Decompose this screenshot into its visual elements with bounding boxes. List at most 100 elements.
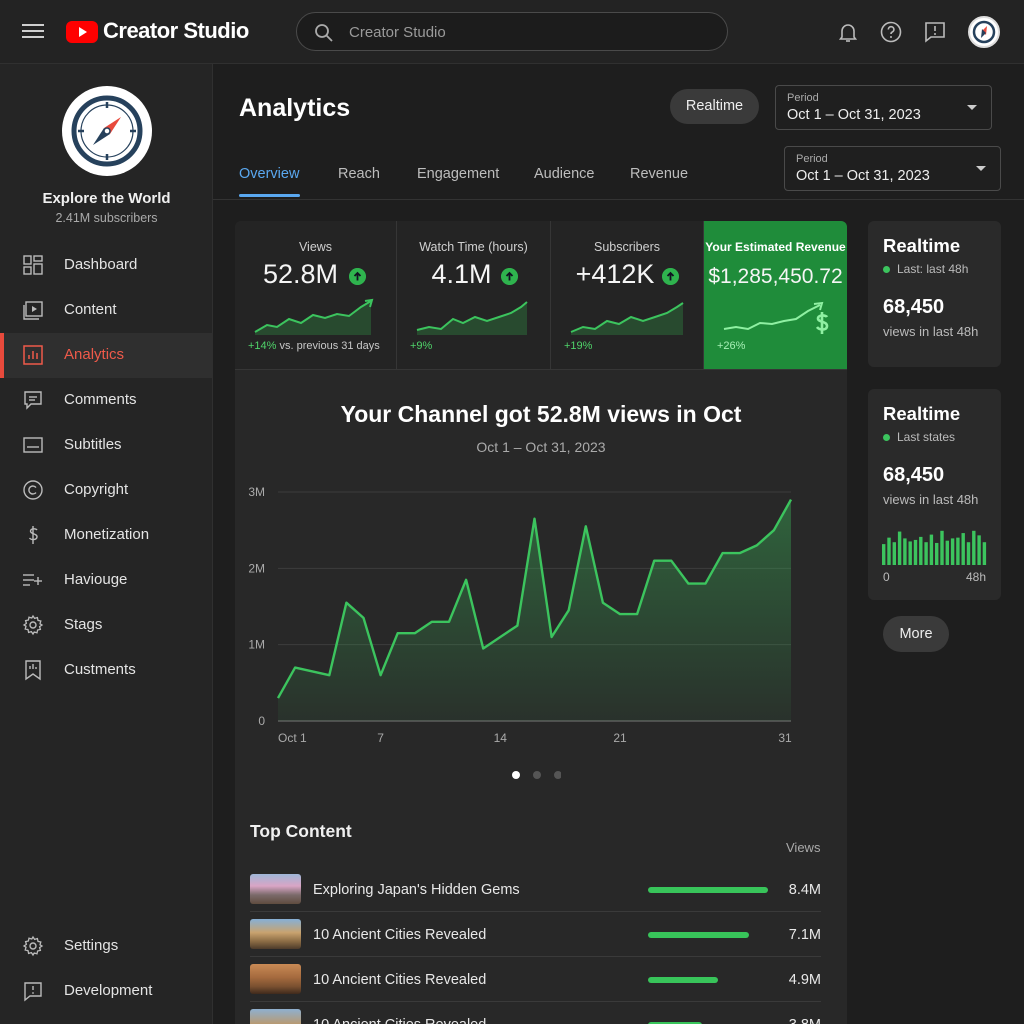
chart-x-tick-label: 31 bbox=[778, 731, 792, 745]
channel-name: Explore the World bbox=[42, 190, 171, 207]
sidebar-item-label: Comments bbox=[64, 391, 137, 408]
video-thumbnail[interactable] bbox=[250, 964, 301, 994]
help-icon[interactable] bbox=[879, 20, 903, 44]
video-views: 4.9M bbox=[788, 972, 821, 988]
youtube-logo-icon[interactable] bbox=[66, 21, 98, 43]
chart-y-tick-label: 0 bbox=[258, 714, 265, 728]
realtime-card-value: 68,450 bbox=[883, 296, 945, 318]
metric-card-revenue[interactable]: Your Estimated Revenue $1,285,450.72 +26… bbox=[704, 221, 847, 370]
sidebar-item-analytics[interactable]: Analytics bbox=[0, 333, 213, 378]
realtime-button[interactable]: Realtime bbox=[670, 89, 759, 124]
more-button[interactable]: More bbox=[883, 616, 949, 652]
dollar-icon bbox=[28, 526, 38, 544]
search-input[interactable] bbox=[349, 22, 709, 42]
pagination-dot-active[interactable] bbox=[512, 771, 520, 779]
video-thumbnail[interactable] bbox=[250, 1009, 301, 1024]
metric-change: +14% vs. previous 31 days bbox=[248, 340, 380, 352]
tab-revenue[interactable]: Revenue bbox=[630, 166, 689, 182]
realtime-bar bbox=[908, 541, 912, 565]
sidebar-item-label: Copyright bbox=[64, 481, 129, 498]
sidebar-item-stags[interactable]: Stags bbox=[0, 603, 213, 648]
metric-label: Your Estimated Revenue bbox=[705, 240, 846, 254]
realtime-card-label: views in last 48h bbox=[883, 324, 979, 339]
carousel-pagination[interactable] bbox=[511, 770, 561, 780]
realtime-card-label: views in last 48h bbox=[883, 492, 979, 507]
tab-audience[interactable]: Audience bbox=[534, 166, 595, 182]
playlist-add-icon bbox=[23, 574, 42, 586]
sparkline bbox=[254, 298, 374, 335]
sidebar-item-haviouge[interactable]: Haviouge bbox=[0, 558, 213, 603]
table-row[interactable]: 10 Ancient Cities Revealed 4.9M bbox=[250, 957, 821, 1002]
metric-card-views[interactable]: Views 52.8M +14% vs. previous 31 days bbox=[235, 221, 397, 370]
realtime-bar bbox=[950, 538, 955, 565]
realtime-card-title: Realtime bbox=[883, 235, 961, 256]
video-title[interactable]: 10 Ancient Cities Revealed bbox=[313, 1017, 486, 1024]
period-label: Period bbox=[787, 92, 819, 104]
sidebar-item-content[interactable]: Content bbox=[0, 288, 213, 333]
realtime-card[interactable]: Realtime Last: last 48h 68,450 views in … bbox=[868, 221, 1001, 367]
top-content-views-header: Views bbox=[786, 840, 821, 855]
video-thumbnail[interactable] bbox=[250, 874, 301, 904]
realtime-bar bbox=[903, 538, 907, 565]
sidebar-item-label: Analytics bbox=[64, 346, 125, 363]
tabs-divider bbox=[213, 199, 1024, 200]
feedback-icon[interactable] bbox=[923, 20, 947, 44]
table-row[interactable]: 10 Ancient Cities Revealed 7.1M bbox=[250, 912, 821, 957]
sidebar-item-label: Monetization bbox=[64, 526, 150, 543]
pagination-dot[interactable] bbox=[554, 771, 561, 779]
sidebar-item-copyright[interactable]: Copyright bbox=[0, 468, 213, 513]
video-title[interactable]: Exploring Japan's Hidden Gems bbox=[313, 882, 520, 898]
sidebar-item-comments[interactable]: Comments bbox=[0, 378, 213, 423]
sidebar-item-monetization[interactable]: Monetization bbox=[0, 513, 213, 558]
views-area-chart[interactable]: Oct 1 7 14 21 31 0 1M 2M 3M bbox=[235, 476, 847, 756]
metric-label: Watch Time (hours) bbox=[419, 240, 528, 254]
realtime-card-histogram[interactable]: Realtime Last states 68,450 views in las… bbox=[868, 389, 1001, 600]
sidebar-item-subtitles[interactable]: Subtitles bbox=[0, 423, 213, 468]
pagination-dot[interactable] bbox=[533, 771, 541, 779]
video-title[interactable]: 10 Ancient Cities Revealed bbox=[313, 927, 487, 943]
top-content-title: Top Content bbox=[250, 821, 352, 841]
realtime-bar bbox=[977, 535, 981, 565]
chart-series-line bbox=[276, 499, 793, 699]
video-thumbnail[interactable] bbox=[250, 919, 301, 949]
channel-avatar[interactable] bbox=[62, 86, 152, 176]
metric-card-watch-time[interactable]: Watch Time (hours) 4.1M +9% bbox=[397, 221, 551, 370]
sidebar-item-label: Development bbox=[64, 982, 153, 999]
chart-x-tick-label: 14 bbox=[494, 731, 508, 745]
feedback-icon bbox=[24, 982, 42, 1002]
sidebar-item-settings[interactable]: Settings bbox=[0, 924, 213, 969]
app-title[interactable]: Creator Studio bbox=[103, 18, 249, 43]
realtime-card-title: Realtime bbox=[883, 403, 961, 424]
copyright-icon bbox=[23, 480, 43, 500]
views-bar bbox=[648, 977, 718, 983]
realtime-bar bbox=[892, 542, 896, 565]
search-icon[interactable] bbox=[314, 23, 334, 43]
search-box[interactable] bbox=[296, 12, 728, 51]
account-avatar[interactable] bbox=[968, 16, 1000, 48]
views-bar bbox=[648, 887, 768, 893]
tab-overview[interactable]: Overview bbox=[239, 166, 300, 182]
metric-card-subscribers[interactable]: Subscribers +412K +19% bbox=[551, 221, 704, 370]
video-title[interactable]: 10 Ancient Cities Revealed bbox=[313, 972, 487, 988]
bell-icon[interactable] bbox=[836, 20, 860, 44]
sidebar-item-custments[interactable]: Custments bbox=[0, 648, 213, 693]
realtime-bar bbox=[966, 542, 971, 565]
sparkline bbox=[570, 302, 684, 335]
realtime-card-status: Last states bbox=[897, 430, 956, 444]
realtime-bar bbox=[897, 531, 902, 565]
realtime-bar bbox=[956, 537, 960, 565]
sidebar-item-development[interactable]: Development bbox=[0, 969, 213, 1014]
realtime-bar bbox=[972, 530, 976, 565]
period-select[interactable]: Period Oct 1 – Oct 31, 2023 bbox=[775, 85, 992, 130]
comments-icon bbox=[24, 391, 42, 410]
hamburger-menu-icon[interactable] bbox=[22, 22, 44, 40]
realtime-bar bbox=[913, 539, 918, 565]
table-row[interactable]: 10 Ancient Cities Revealed 3.8M bbox=[250, 1002, 821, 1024]
tab-reach[interactable]: Reach bbox=[338, 166, 380, 182]
period-select-secondary[interactable]: Period Oct 1 – Oct 31, 2023 bbox=[784, 146, 1001, 191]
tab-engagement[interactable]: Engagement bbox=[417, 166, 500, 182]
sidebar-item-dashboard[interactable]: Dashboard bbox=[0, 243, 213, 288]
video-views: 3.8M bbox=[789, 1017, 821, 1024]
table-row[interactable]: Exploring Japan's Hidden Gems 8.4M bbox=[250, 867, 821, 912]
realtime-bar bbox=[887, 537, 891, 565]
